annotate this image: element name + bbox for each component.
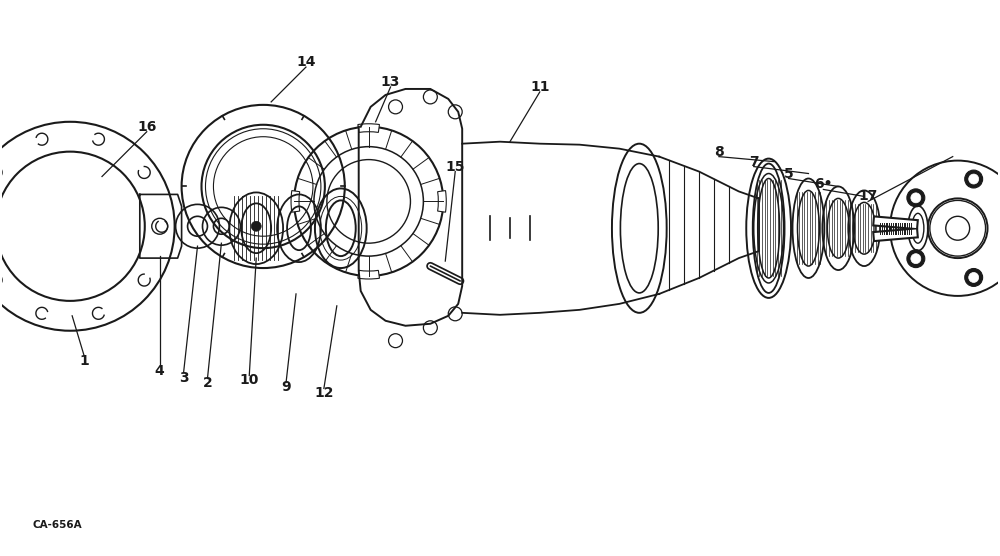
Text: 15: 15 xyxy=(445,160,465,173)
Wedge shape xyxy=(358,270,379,279)
Text: 5: 5 xyxy=(784,167,793,181)
Text: 6•: 6• xyxy=(814,177,833,191)
Wedge shape xyxy=(291,191,300,212)
Circle shape xyxy=(969,272,979,282)
Text: 7: 7 xyxy=(749,155,759,168)
Text: 8: 8 xyxy=(714,145,724,158)
Text: 11: 11 xyxy=(530,80,550,94)
Circle shape xyxy=(969,174,979,184)
Text: 10: 10 xyxy=(240,374,259,388)
Text: 4: 4 xyxy=(155,364,165,378)
Circle shape xyxy=(251,221,261,231)
Text: 12: 12 xyxy=(314,386,334,400)
Wedge shape xyxy=(438,191,446,212)
Text: 1: 1 xyxy=(79,354,89,368)
Circle shape xyxy=(907,189,925,207)
Text: 13: 13 xyxy=(381,75,400,89)
Text: CA-656A: CA-656A xyxy=(32,520,82,530)
Text: 16: 16 xyxy=(137,120,156,134)
Text: 3: 3 xyxy=(179,370,188,385)
Text: 9: 9 xyxy=(281,380,291,394)
Circle shape xyxy=(911,193,921,203)
Circle shape xyxy=(907,250,925,267)
Circle shape xyxy=(965,170,983,188)
Circle shape xyxy=(965,269,983,286)
Wedge shape xyxy=(358,124,379,132)
Circle shape xyxy=(911,254,921,264)
Text: 2: 2 xyxy=(203,376,212,390)
Text: 14: 14 xyxy=(296,55,316,69)
Text: 17: 17 xyxy=(858,190,878,203)
